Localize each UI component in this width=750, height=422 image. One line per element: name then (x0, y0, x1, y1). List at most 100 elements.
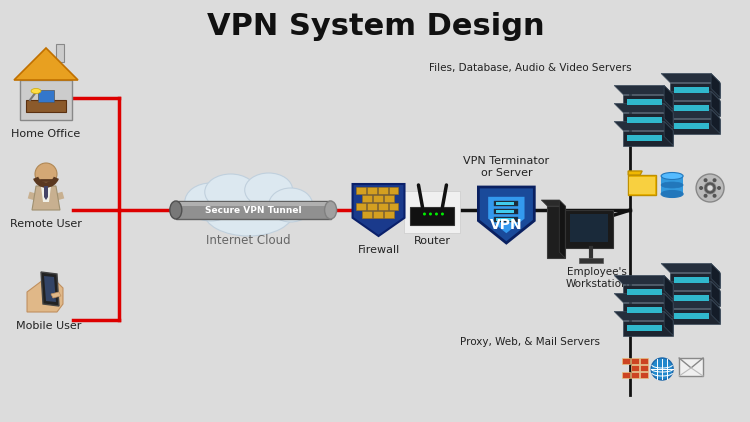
Bar (356, 187, 365, 194)
Ellipse shape (662, 190, 683, 197)
Circle shape (429, 213, 432, 216)
Ellipse shape (170, 201, 182, 219)
Polygon shape (614, 103, 673, 113)
Bar (494, 201, 518, 206)
Bar (496, 202, 514, 205)
Polygon shape (670, 100, 720, 116)
Circle shape (704, 178, 707, 182)
Bar (632, 358, 639, 364)
Bar (26, 100, 66, 112)
Bar (548, 206, 566, 258)
Text: VPN: VPN (490, 218, 523, 232)
Polygon shape (664, 86, 673, 109)
Bar (662, 176, 683, 194)
Circle shape (441, 213, 444, 216)
Bar (674, 277, 709, 283)
Circle shape (712, 178, 716, 182)
Polygon shape (711, 92, 720, 116)
Bar (38, 90, 54, 102)
Bar (494, 217, 518, 222)
Bar (373, 211, 382, 218)
Bar (679, 358, 703, 376)
Polygon shape (711, 263, 720, 287)
Text: Mobile User: Mobile User (16, 321, 82, 331)
Bar (388, 187, 398, 194)
Bar (56, 44, 64, 62)
Polygon shape (27, 280, 63, 312)
Polygon shape (41, 272, 59, 306)
Ellipse shape (662, 173, 683, 179)
Text: Internet Cloud: Internet Cloud (206, 233, 291, 246)
Polygon shape (662, 300, 720, 308)
Bar (410, 207, 454, 225)
Polygon shape (623, 284, 673, 300)
Bar (627, 135, 662, 141)
Polygon shape (711, 281, 720, 306)
Polygon shape (623, 130, 673, 146)
Bar (674, 87, 709, 93)
Bar (566, 210, 614, 248)
Bar (640, 358, 648, 364)
Polygon shape (711, 300, 720, 324)
Ellipse shape (204, 188, 294, 236)
Bar (383, 195, 394, 202)
Bar (377, 187, 388, 194)
Text: Secure VPN Tunnel: Secure VPN Tunnel (205, 206, 302, 214)
Bar (627, 307, 662, 313)
Polygon shape (623, 95, 673, 109)
Circle shape (35, 163, 57, 185)
Polygon shape (614, 311, 673, 320)
Bar (373, 195, 382, 202)
Circle shape (696, 174, 724, 202)
Polygon shape (670, 119, 720, 133)
Polygon shape (662, 92, 720, 100)
Ellipse shape (244, 173, 292, 207)
Polygon shape (32, 186, 60, 210)
Polygon shape (623, 303, 673, 317)
Bar (674, 313, 709, 319)
Text: VPN Terminator
or Server: VPN Terminator or Server (464, 156, 550, 178)
Bar (494, 209, 518, 214)
Polygon shape (51, 292, 61, 298)
Bar (388, 203, 398, 210)
Polygon shape (662, 109, 720, 119)
Circle shape (699, 186, 703, 190)
Polygon shape (664, 311, 673, 335)
Bar (362, 211, 371, 218)
Polygon shape (628, 175, 656, 195)
Bar (356, 203, 365, 210)
Bar (674, 295, 709, 301)
Polygon shape (664, 103, 673, 127)
Ellipse shape (31, 89, 41, 94)
Polygon shape (664, 276, 673, 300)
Polygon shape (614, 86, 673, 95)
Circle shape (717, 186, 721, 190)
Bar (383, 211, 394, 218)
Ellipse shape (268, 188, 313, 222)
Circle shape (704, 194, 707, 198)
Polygon shape (662, 73, 720, 82)
Bar (622, 358, 630, 364)
Circle shape (651, 358, 673, 380)
Polygon shape (488, 197, 524, 233)
Polygon shape (44, 276, 56, 302)
Polygon shape (711, 109, 720, 133)
Polygon shape (670, 308, 720, 324)
Ellipse shape (662, 182, 683, 188)
Bar (496, 210, 514, 213)
Polygon shape (670, 273, 720, 287)
Polygon shape (478, 187, 534, 243)
Polygon shape (662, 281, 720, 290)
Bar (367, 187, 376, 194)
Bar (404, 191, 460, 233)
Text: Files, Database, Audio & Video Servers: Files, Database, Audio & Video Servers (429, 63, 632, 73)
Text: Proxy, Web, & Mail Servers: Proxy, Web, & Mail Servers (460, 337, 600, 347)
Polygon shape (670, 290, 720, 306)
Bar (579, 258, 603, 263)
Bar (362, 195, 371, 202)
Bar (627, 289, 662, 295)
Bar (640, 372, 648, 378)
Polygon shape (629, 177, 656, 194)
Bar (632, 372, 639, 378)
Polygon shape (560, 200, 566, 258)
